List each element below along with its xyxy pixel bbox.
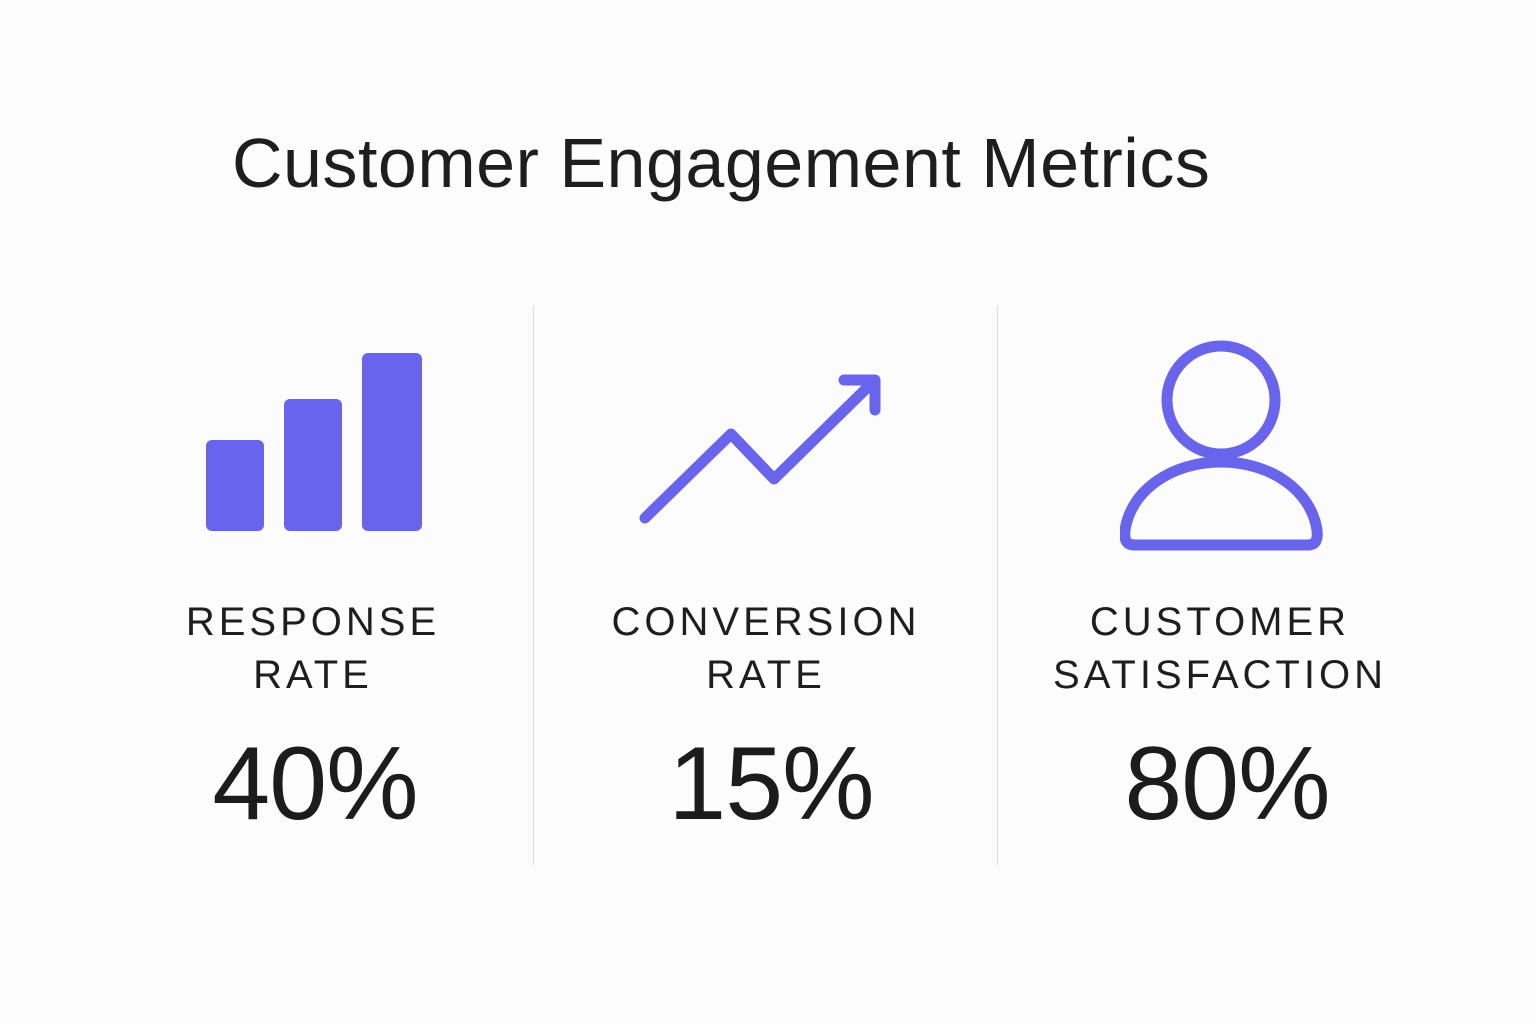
metric-label-conversion-rate: CONVERSION RATE [594, 596, 938, 702]
metric-label-line1: CONVERSION [611, 600, 921, 644]
bar-chart-icon [205, 352, 423, 532]
metric-label-response-rate: RESPONSE RATE [150, 596, 476, 702]
metric-value-customer-satisfaction: 80% [1124, 726, 1330, 842]
metric-label-line1: CUSTOMER [1089, 600, 1351, 644]
metric-label-line2: RATE [706, 653, 826, 697]
metric-label-customer-satisfaction: CUSTOMER SATISFACTION [1040, 596, 1400, 702]
metric-label-line2: RATE [253, 653, 373, 697]
metric-value-conversion-rate: 15% [668, 726, 874, 842]
divider-right [997, 306, 998, 866]
page-title: Customer Engagement Metrics [232, 124, 1211, 202]
trend-up-arrow-icon [636, 370, 886, 530]
metric-label-line1: RESPONSE [185, 600, 441, 644]
user-icon [1120, 340, 1324, 554]
metric-label-line2: SATISFACTION [1053, 653, 1387, 697]
metric-value-response-rate: 40% [212, 726, 418, 842]
divider-left [533, 306, 534, 866]
